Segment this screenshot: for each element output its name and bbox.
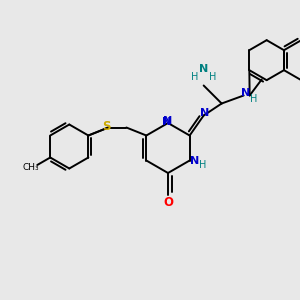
Text: H: H	[209, 71, 216, 82]
Text: N: N	[200, 107, 209, 118]
Text: S: S	[102, 120, 111, 133]
Text: N: N	[162, 117, 172, 127]
Text: H: H	[250, 94, 257, 104]
Text: O: O	[163, 196, 173, 209]
Text: N: N	[199, 64, 208, 74]
Text: H: H	[191, 71, 198, 82]
Text: CH₃: CH₃	[23, 163, 40, 172]
Text: N: N	[190, 155, 199, 166]
Text: H: H	[199, 160, 206, 170]
Text: N: N	[164, 116, 172, 126]
Text: N: N	[241, 88, 250, 98]
